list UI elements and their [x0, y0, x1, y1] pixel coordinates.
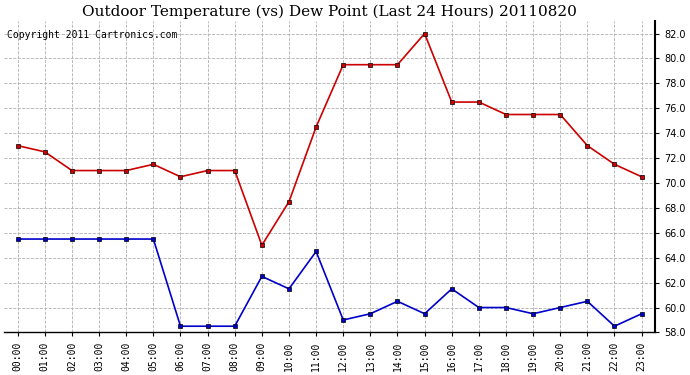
- Title: Outdoor Temperature (vs) Dew Point (Last 24 Hours) 20110820: Outdoor Temperature (vs) Dew Point (Last…: [82, 4, 577, 18]
- Text: Copyright 2011 Cartronics.com: Copyright 2011 Cartronics.com: [8, 30, 178, 40]
